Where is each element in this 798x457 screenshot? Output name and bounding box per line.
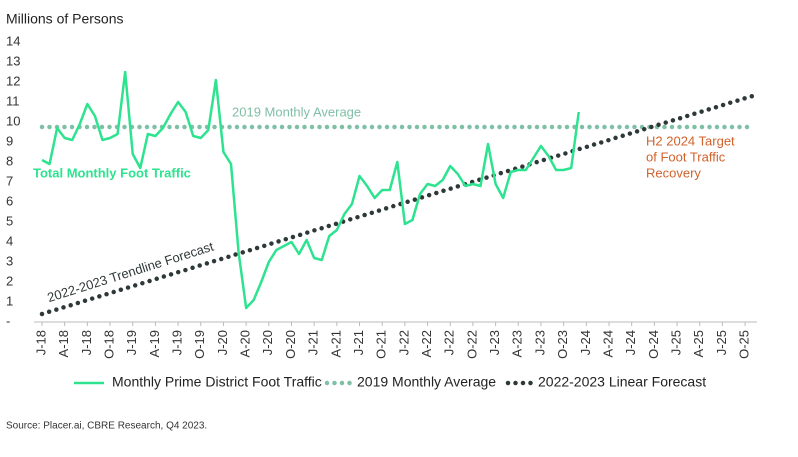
y-tick-label: 6	[6, 193, 13, 208]
annotation: of Foot Traffic	[646, 149, 726, 164]
y-tick-label: 12	[6, 73, 20, 88]
x-tick-label: A-22	[419, 330, 434, 357]
x-tick-label: J-20	[260, 330, 275, 355]
y-tick-label: 8	[6, 153, 13, 168]
y-tick-label: 5	[6, 213, 13, 228]
y-tick-label: -	[6, 313, 10, 328]
x-tick-label: J-21	[351, 330, 366, 355]
legend-label: 2022-2023 Linear Forecast	[538, 374, 706, 390]
x-tick-label: J-19	[124, 330, 139, 355]
x-tick-label: J-24	[578, 330, 593, 355]
series-line	[41, 70, 580, 310]
series-line	[39, 93, 755, 317]
y-tick-label: 9	[6, 133, 13, 148]
annotation: Recovery	[646, 165, 701, 180]
x-tick-label: J-20	[215, 330, 230, 355]
legend-item: 2022-2023 Linear Forecast	[505, 374, 706, 390]
y-tick-label: 11	[6, 93, 20, 108]
y-tick-label: 1	[6, 293, 13, 308]
x-tick-label: J-22	[396, 330, 411, 355]
legend-label: 2019 Monthly Average	[357, 374, 496, 390]
x-tick-label: J-25	[668, 330, 683, 355]
x-tick-label: J-22	[442, 330, 457, 355]
x-tick-label: A-19	[147, 330, 162, 357]
annotation: Total Monthly Foot Traffic	[33, 165, 191, 180]
x-tick-label: O-23	[555, 330, 570, 359]
y-tick-label: 7	[6, 173, 13, 188]
x-tick-label: O-24	[646, 330, 661, 359]
x-tick-label: O-18	[101, 330, 116, 359]
legend-item: 2019 Monthly Average	[324, 374, 496, 390]
x-tick-label: J-23	[487, 330, 502, 355]
annotation: 2019 Monthly Average	[232, 104, 361, 119]
x-tick-label: J-23	[532, 330, 547, 355]
x-tick-label: O-22	[464, 330, 479, 359]
x-tick-label: J-19	[170, 330, 185, 355]
x-tick-label: O-19	[192, 330, 207, 359]
source-note: Source: Placer.ai, CBRE Research, Q4 202…	[6, 421, 207, 432]
annotation: 2022-2023 Trendline Forecast	[45, 239, 215, 306]
x-tick-label: O-25	[737, 330, 752, 359]
y-tick-label: 13	[6, 53, 20, 68]
x-tick-label: A-21	[328, 330, 343, 357]
x-tick-label: J-21	[306, 330, 321, 355]
y-tick-label: 3	[6, 253, 13, 268]
annotation: H2 2024 Target	[646, 133, 735, 148]
x-tick-label: J-25	[714, 330, 729, 355]
x-tick-label: A-20	[238, 330, 253, 357]
y-axis-title: Millions of Persons	[6, 11, 124, 27]
x-tick-label: A-24	[600, 330, 615, 357]
y-tick-label: 10	[6, 113, 20, 128]
x-tick-label: A-18	[56, 330, 71, 357]
x-tick-label: A-23	[510, 330, 525, 357]
y-tick-label: 4	[6, 233, 13, 248]
x-tick-label: O-20	[283, 330, 298, 359]
x-tick-label: O-21	[374, 330, 389, 359]
legend-label: Monthly Prime District Foot Traffic	[112, 374, 322, 390]
y-tick-label: 14	[6, 33, 20, 48]
y-tick-label: 2	[6, 273, 13, 288]
x-tick-label: J-18	[79, 330, 94, 355]
x-tick-label: J-24	[623, 330, 638, 355]
x-tick-label: J-18	[33, 330, 48, 355]
legend-item: Monthly Prime District Foot Traffic	[74, 374, 322, 390]
x-tick-label: A-25	[691, 330, 706, 357]
